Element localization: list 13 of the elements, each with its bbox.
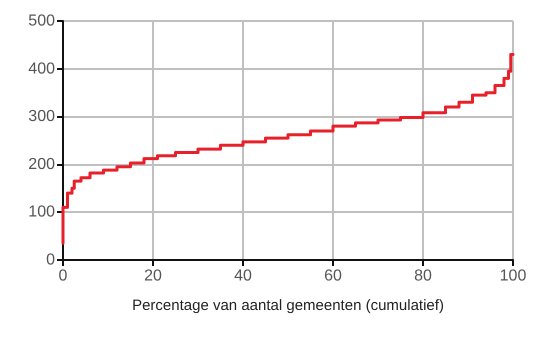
x-tick-label: 0 [58,268,68,284]
x-axis-title: Percentage van aantal gemeenten (cumulatief) [132,297,444,314]
y-tick-label: 400 [28,60,56,78]
y-tick-label: 200 [28,156,56,173]
x-tick-label: 80 [414,268,432,284]
y-tick-label: 500 [28,12,56,30]
x-tick-label: 20 [144,268,162,284]
x-tick-label: 100 [500,268,526,284]
x-tick-label: 40 [234,268,252,284]
y-tick-label: 100 [28,204,56,221]
y-tick-label: 300 [28,108,56,126]
x-tick-label: 60 [324,268,342,284]
y-tick-label: 0 [46,252,56,268]
